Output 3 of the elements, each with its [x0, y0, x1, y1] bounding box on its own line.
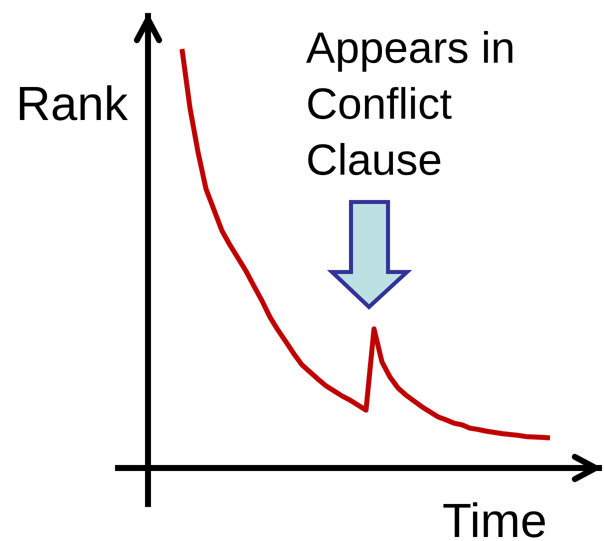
y-axis-title: Rank — [20, 85, 128, 120]
annotation: Appears in Conflict Clause — [306, 31, 512, 176]
x-axis-title: Time — [443, 502, 545, 538]
